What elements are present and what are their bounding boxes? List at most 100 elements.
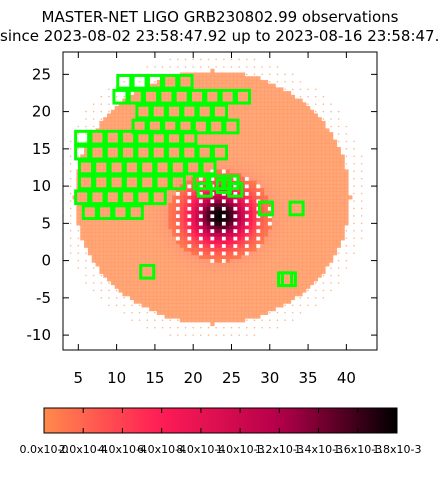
heat-cell: [160, 169, 165, 174]
heat-cell: [229, 214, 234, 219]
heat-cell: [306, 158, 311, 163]
heat-cell: [252, 251, 257, 256]
heat-cell: [306, 277, 311, 282]
heat-cell: [244, 295, 250, 301]
heat-cell: [103, 120, 108, 125]
heat-cell: [191, 98, 196, 103]
heat-cell: [244, 310, 250, 315]
heat-cell: [252, 139, 257, 144]
heat-cell: [298, 217, 303, 222]
heat-cell: [287, 158, 292, 163]
heat-cell: [290, 154, 295, 159]
heat-cell: [287, 295, 292, 301]
heat-dot: [161, 326, 164, 329]
heat-cell: [107, 243, 112, 248]
heat-cell: [187, 139, 192, 144]
heat-cell: [114, 146, 119, 152]
heat-cell: [252, 299, 257, 304]
heat-cell: [168, 195, 173, 200]
heat-cell: [183, 199, 188, 204]
heat-cell: [110, 236, 115, 241]
heat-dot: [322, 289, 325, 292]
heat-cell: [133, 228, 138, 233]
heat-cell: [107, 240, 112, 245]
heat-cell: [306, 236, 311, 241]
heat-cell: [298, 98, 303, 103]
heat-cell: [287, 165, 292, 170]
heat-cell: [229, 150, 234, 155]
heat-cell: [110, 232, 115, 237]
heat-cell: [298, 284, 303, 289]
heat-cell: [187, 258, 192, 263]
heat-cell: [187, 109, 192, 114]
heat-cell: [302, 135, 307, 140]
heat-cell: [329, 221, 334, 226]
heat-cell: [260, 113, 265, 118]
heat-cell: [287, 139, 292, 144]
heat-cell: [195, 120, 200, 125]
heat-cell: [114, 206, 119, 211]
heat-cell: [313, 228, 318, 233]
heat-cell: [294, 292, 299, 297]
heat-cell: [126, 120, 131, 125]
heat-cell: [279, 124, 284, 129]
heat-dot: [215, 58, 217, 61]
heat-cell: [264, 102, 269, 107]
heat-cell: [168, 202, 173, 207]
heat-cell: [91, 199, 96, 204]
heat-cell: [187, 314, 192, 319]
heat-cell: [195, 292, 200, 297]
heat-cell: [164, 169, 169, 174]
heat-cell: [168, 214, 173, 219]
heat-dot: [161, 66, 164, 68]
heat-cell: [164, 225, 169, 230]
heat-cell: [214, 98, 219, 103]
heat-cell: [84, 243, 89, 248]
heat-cell: [179, 228, 184, 233]
heat-cell: [306, 106, 311, 111]
heat-cell: [313, 199, 318, 204]
heat-dot: [330, 125, 332, 128]
heat-cell: [256, 180, 261, 185]
heat-cell: [198, 191, 204, 196]
heat-cell: [306, 251, 311, 256]
heat-cell: [287, 243, 292, 248]
heat-cell: [130, 251, 135, 256]
heat-cell: [248, 281, 253, 286]
heat-cell: [202, 120, 207, 125]
heat-cell: [279, 202, 284, 207]
heat-cell: [160, 288, 165, 293]
heat-cell: [229, 318, 234, 323]
heat-cell: [103, 225, 108, 230]
heat-cell: [313, 150, 318, 155]
observed-field: [116, 73, 133, 90]
heat-cell: [221, 139, 227, 144]
heat-cell: [80, 161, 85, 166]
heat-dot: [131, 304, 133, 307]
heat-cell: [264, 158, 269, 163]
heat-cell: [302, 161, 307, 166]
heat-cell: [114, 277, 119, 282]
heat-dot: [353, 200, 355, 202]
heat-cell: [309, 243, 315, 248]
heat-cell: [290, 187, 295, 192]
heat-cell: [80, 165, 85, 170]
heat-cell: [248, 217, 253, 222]
heat-cell: [221, 199, 227, 204]
heat-cell: [99, 206, 104, 211]
heat-cell: [221, 255, 227, 260]
heat-cell: [107, 269, 112, 274]
heat-cell: [152, 109, 158, 114]
heat-cell: [145, 184, 150, 189]
heat-cell: [329, 146, 334, 152]
heat-cell: [152, 228, 158, 233]
heat-cell: [298, 128, 303, 133]
heat-cell: [221, 273, 227, 278]
heat-cell: [287, 240, 292, 245]
heat-cell: [309, 236, 315, 241]
heat-cell: [141, 258, 146, 263]
heat-cell: [164, 266, 169, 271]
heat-cell: [221, 214, 227, 219]
heat-cell: [87, 180, 93, 185]
heat-cell: [309, 240, 315, 245]
